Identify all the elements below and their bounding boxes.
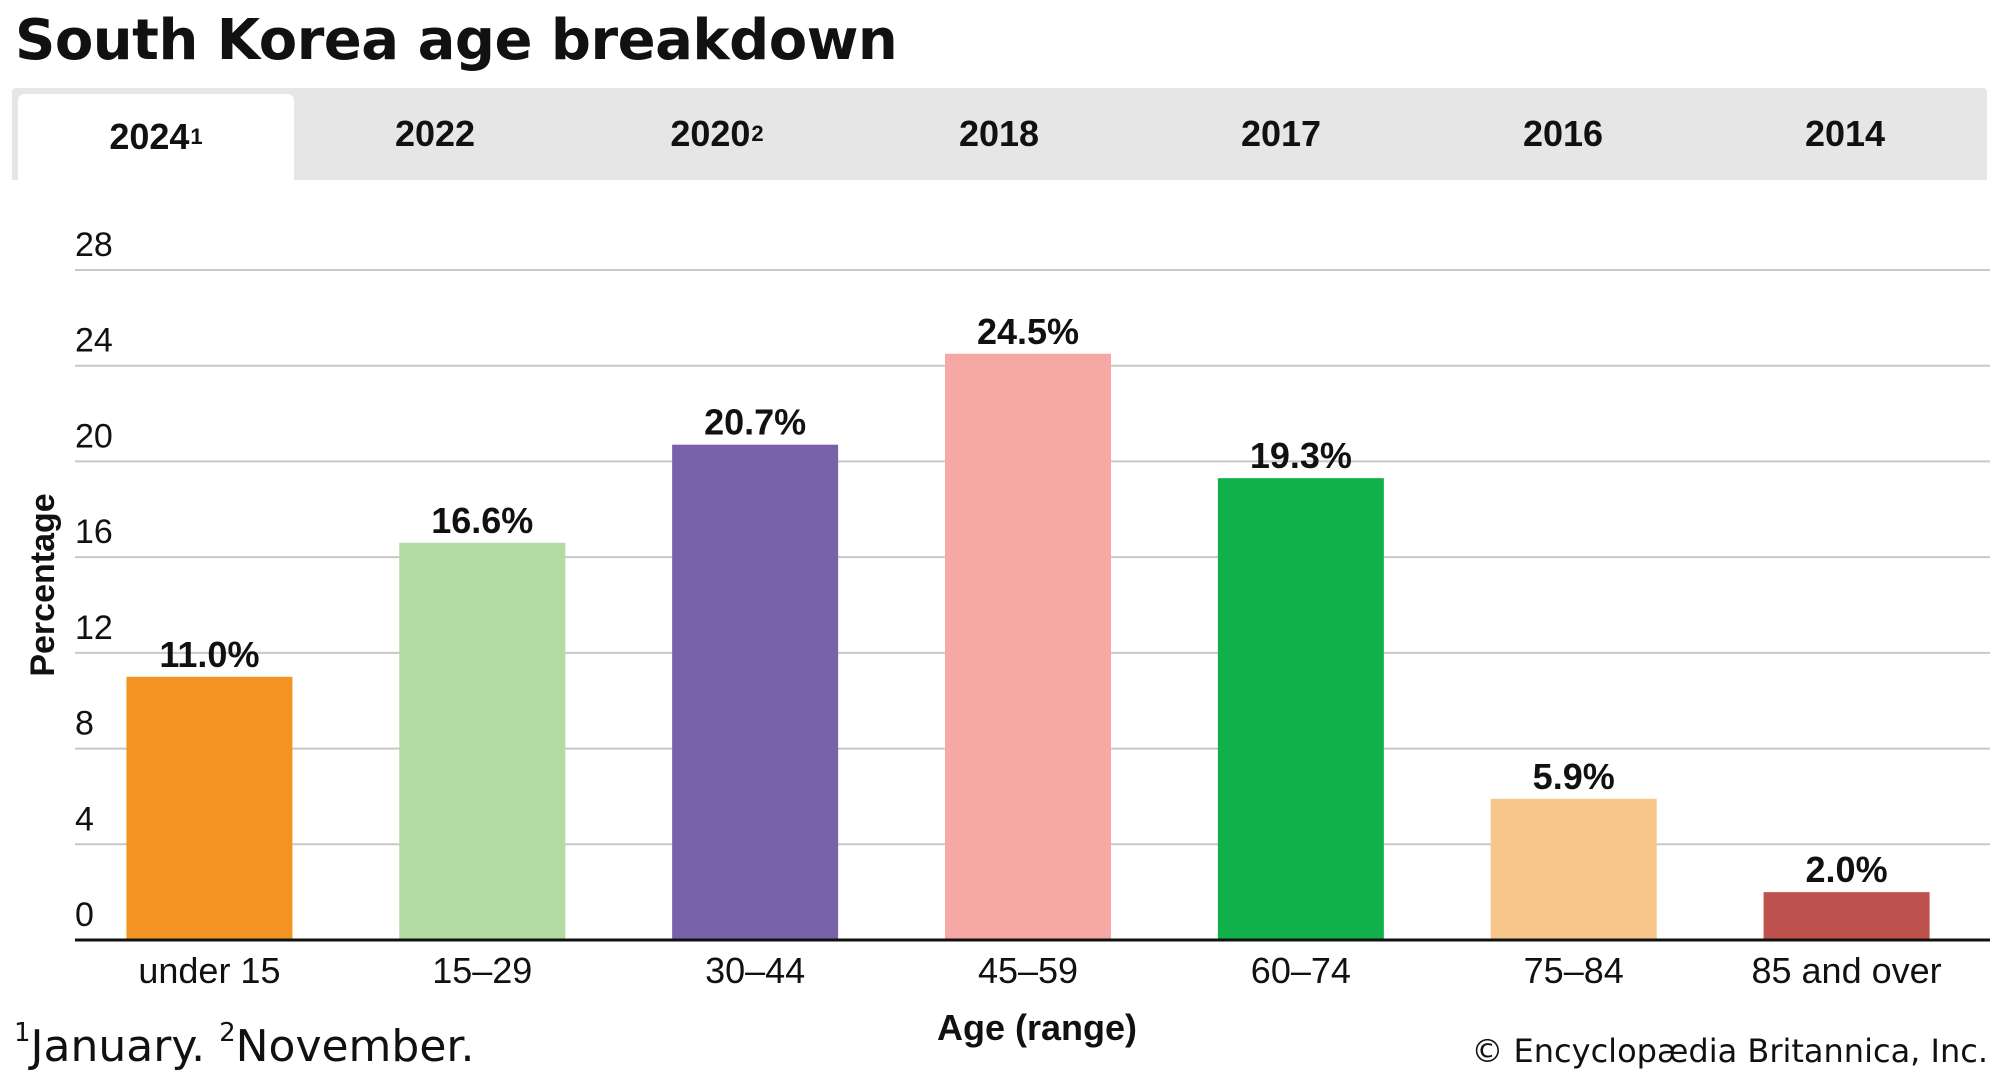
bar: [1763, 892, 1930, 940]
tab-2020[interactable]: 2020 2: [576, 88, 858, 180]
tab-label: 2016: [1522, 113, 1604, 154]
tab-2014[interactable]: 2014: [1704, 88, 1986, 180]
copyright: © Encyclopædia Britannica, Inc.: [1471, 1032, 1988, 1070]
tab-2024[interactable]: 2024 1: [18, 94, 294, 180]
footnote-mark-2: 2: [219, 1018, 236, 1048]
footnote-text-1: January.: [30, 1021, 220, 1072]
y-tick-label: 12: [75, 609, 113, 647]
bar: [399, 542, 566, 940]
data-label: 11.0%: [159, 634, 259, 675]
data-label: 19.3%: [1250, 435, 1352, 476]
data-label: 24.5%: [977, 311, 1079, 352]
tab-2022[interactable]: 2022: [294, 88, 576, 180]
tab-label: 2022: [394, 113, 476, 154]
tab-label: 2018: [958, 113, 1040, 154]
y-axis-title: Percentage: [24, 493, 62, 676]
x-tick-label: under 15: [138, 950, 280, 991]
x-tick-label: 60–74: [1251, 950, 1351, 991]
footnote-text-2: November.: [235, 1021, 475, 1072]
chart-title: South Korea age breakdown: [15, 8, 898, 73]
x-tick-label: 15–29: [432, 950, 532, 991]
bar: [1490, 798, 1657, 940]
y-tick-label: 24: [75, 322, 113, 360]
x-tick-label: 45–59: [978, 950, 1078, 991]
bar: [672, 444, 839, 940]
year-tabs: 2024 1 2022 2020 2 2018 2017 2016 2014: [12, 88, 1987, 180]
tab-label: 2024: [109, 116, 190, 157]
x-tick-label: 30–44: [705, 950, 805, 991]
bar: [945, 353, 1111, 940]
tab-label: 2020: [670, 113, 751, 154]
y-tick-label: 4: [75, 800, 94, 838]
tab-footnote-mark: 1: [190, 124, 203, 149]
tab-2017[interactable]: 2017: [1140, 88, 1422, 180]
tab-footnote-mark: 2: [751, 121, 764, 146]
y-tick-label: 8: [75, 705, 94, 743]
bar: [1217, 478, 1384, 940]
x-tick-label: 85 and over: [1751, 950, 1941, 991]
footnote: 1January. 2November.: [14, 1018, 474, 1072]
tab-label: 2014: [1804, 113, 1886, 154]
tab-2018[interactable]: 2018: [858, 88, 1140, 180]
data-label: 16.6%: [431, 500, 533, 541]
x-tick-label: 75–84: [1524, 950, 1624, 991]
y-tick-label: 28: [75, 226, 113, 264]
footnote-mark-1: 1: [14, 1018, 31, 1048]
tab-label: 2017: [1240, 113, 1322, 154]
tab-2016[interactable]: 2016: [1422, 88, 1704, 180]
x-axis-title: Age (range): [937, 1007, 1137, 1048]
y-tick-label: 0: [75, 896, 94, 934]
y-tick-label: 16: [75, 513, 113, 551]
y-tick-label: 20: [75, 417, 113, 455]
bar: [126, 676, 293, 940]
data-label: 2.0%: [1806, 849, 1888, 890]
data-label: 5.9%: [1533, 756, 1615, 797]
data-label: 20.7%: [704, 402, 806, 443]
